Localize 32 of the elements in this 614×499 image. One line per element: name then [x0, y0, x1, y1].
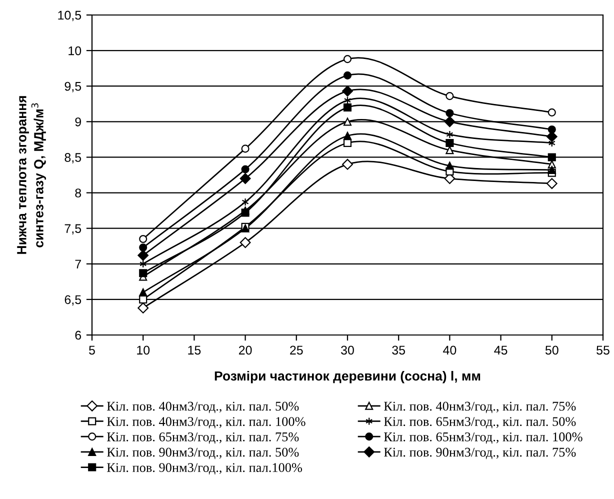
y-tick-label: 10 — [68, 46, 82, 56]
y-tick-label: 6 — [75, 330, 82, 340]
x-tick-label: 35 — [392, 346, 406, 355]
x-tick-label: 55 — [596, 346, 610, 355]
x-tick-label: 50 — [545, 346, 558, 355]
legend-label: Кіл. пов. 90нм3/год., кіл. пал. 75% — [384, 448, 576, 460]
legend-label: Кіл. пов. 90нм3/год., кіл. пал.100% — [106, 463, 302, 474]
x-tick-label: 30 — [341, 346, 354, 355]
x-tick-label: 20 — [238, 346, 252, 355]
legend-label: Кіл. пов. 40нм3/год., кіл. пал. 100% — [106, 417, 306, 428]
y-tick-label: 6,5 — [64, 295, 82, 306]
x-tick-label: 45 — [494, 346, 508, 355]
y-tick-label: 7,5 — [64, 224, 82, 234]
y-tick-label: 8,5 — [64, 153, 82, 164]
x-axis-title: Розміри частинок деревини (сосна) l, мм — [214, 370, 480, 384]
x-tick-label: 5 — [89, 346, 95, 355]
y-tick-label: 9,5 — [64, 82, 82, 92]
legend-label: Кіл. пов. 65нм3/год., кіл. пал. 100% — [384, 432, 582, 444]
x-tick-label: 15 — [188, 346, 201, 355]
x-tick-label: 40 — [443, 346, 456, 355]
y-tick-label: 10,5 — [58, 10, 82, 22]
legend-label: Кіл. пов. 40нм3/год., кіл. пал. 50% — [106, 402, 299, 414]
x-tick-label: 10 — [137, 346, 150, 355]
y-tick-label: 8 — [75, 188, 82, 198]
y-tick-label: 7 — [75, 260, 81, 268]
legend-label: Кіл. пов. 65нм3/год., кіл. пал. 50% — [384, 417, 576, 428]
x-tick-label: 25 — [290, 346, 303, 355]
y-axis-title: Нижча теплота згорання синтез-газу Q, МДж/м$^{3}$ — [17, 96, 46, 254]
legend-label: Кіл. пов. 90нм3/год., кіл. пал. 50% — [106, 448, 299, 460]
legend-label: Кіл. пов. 40нм3/год., кіл. пал. 75% — [384, 402, 576, 414]
legend-label: Кіл. пов. 65нм3/год., кіл. пал. 75% — [106, 432, 299, 444]
y-tick-label: 9 — [75, 117, 81, 126]
